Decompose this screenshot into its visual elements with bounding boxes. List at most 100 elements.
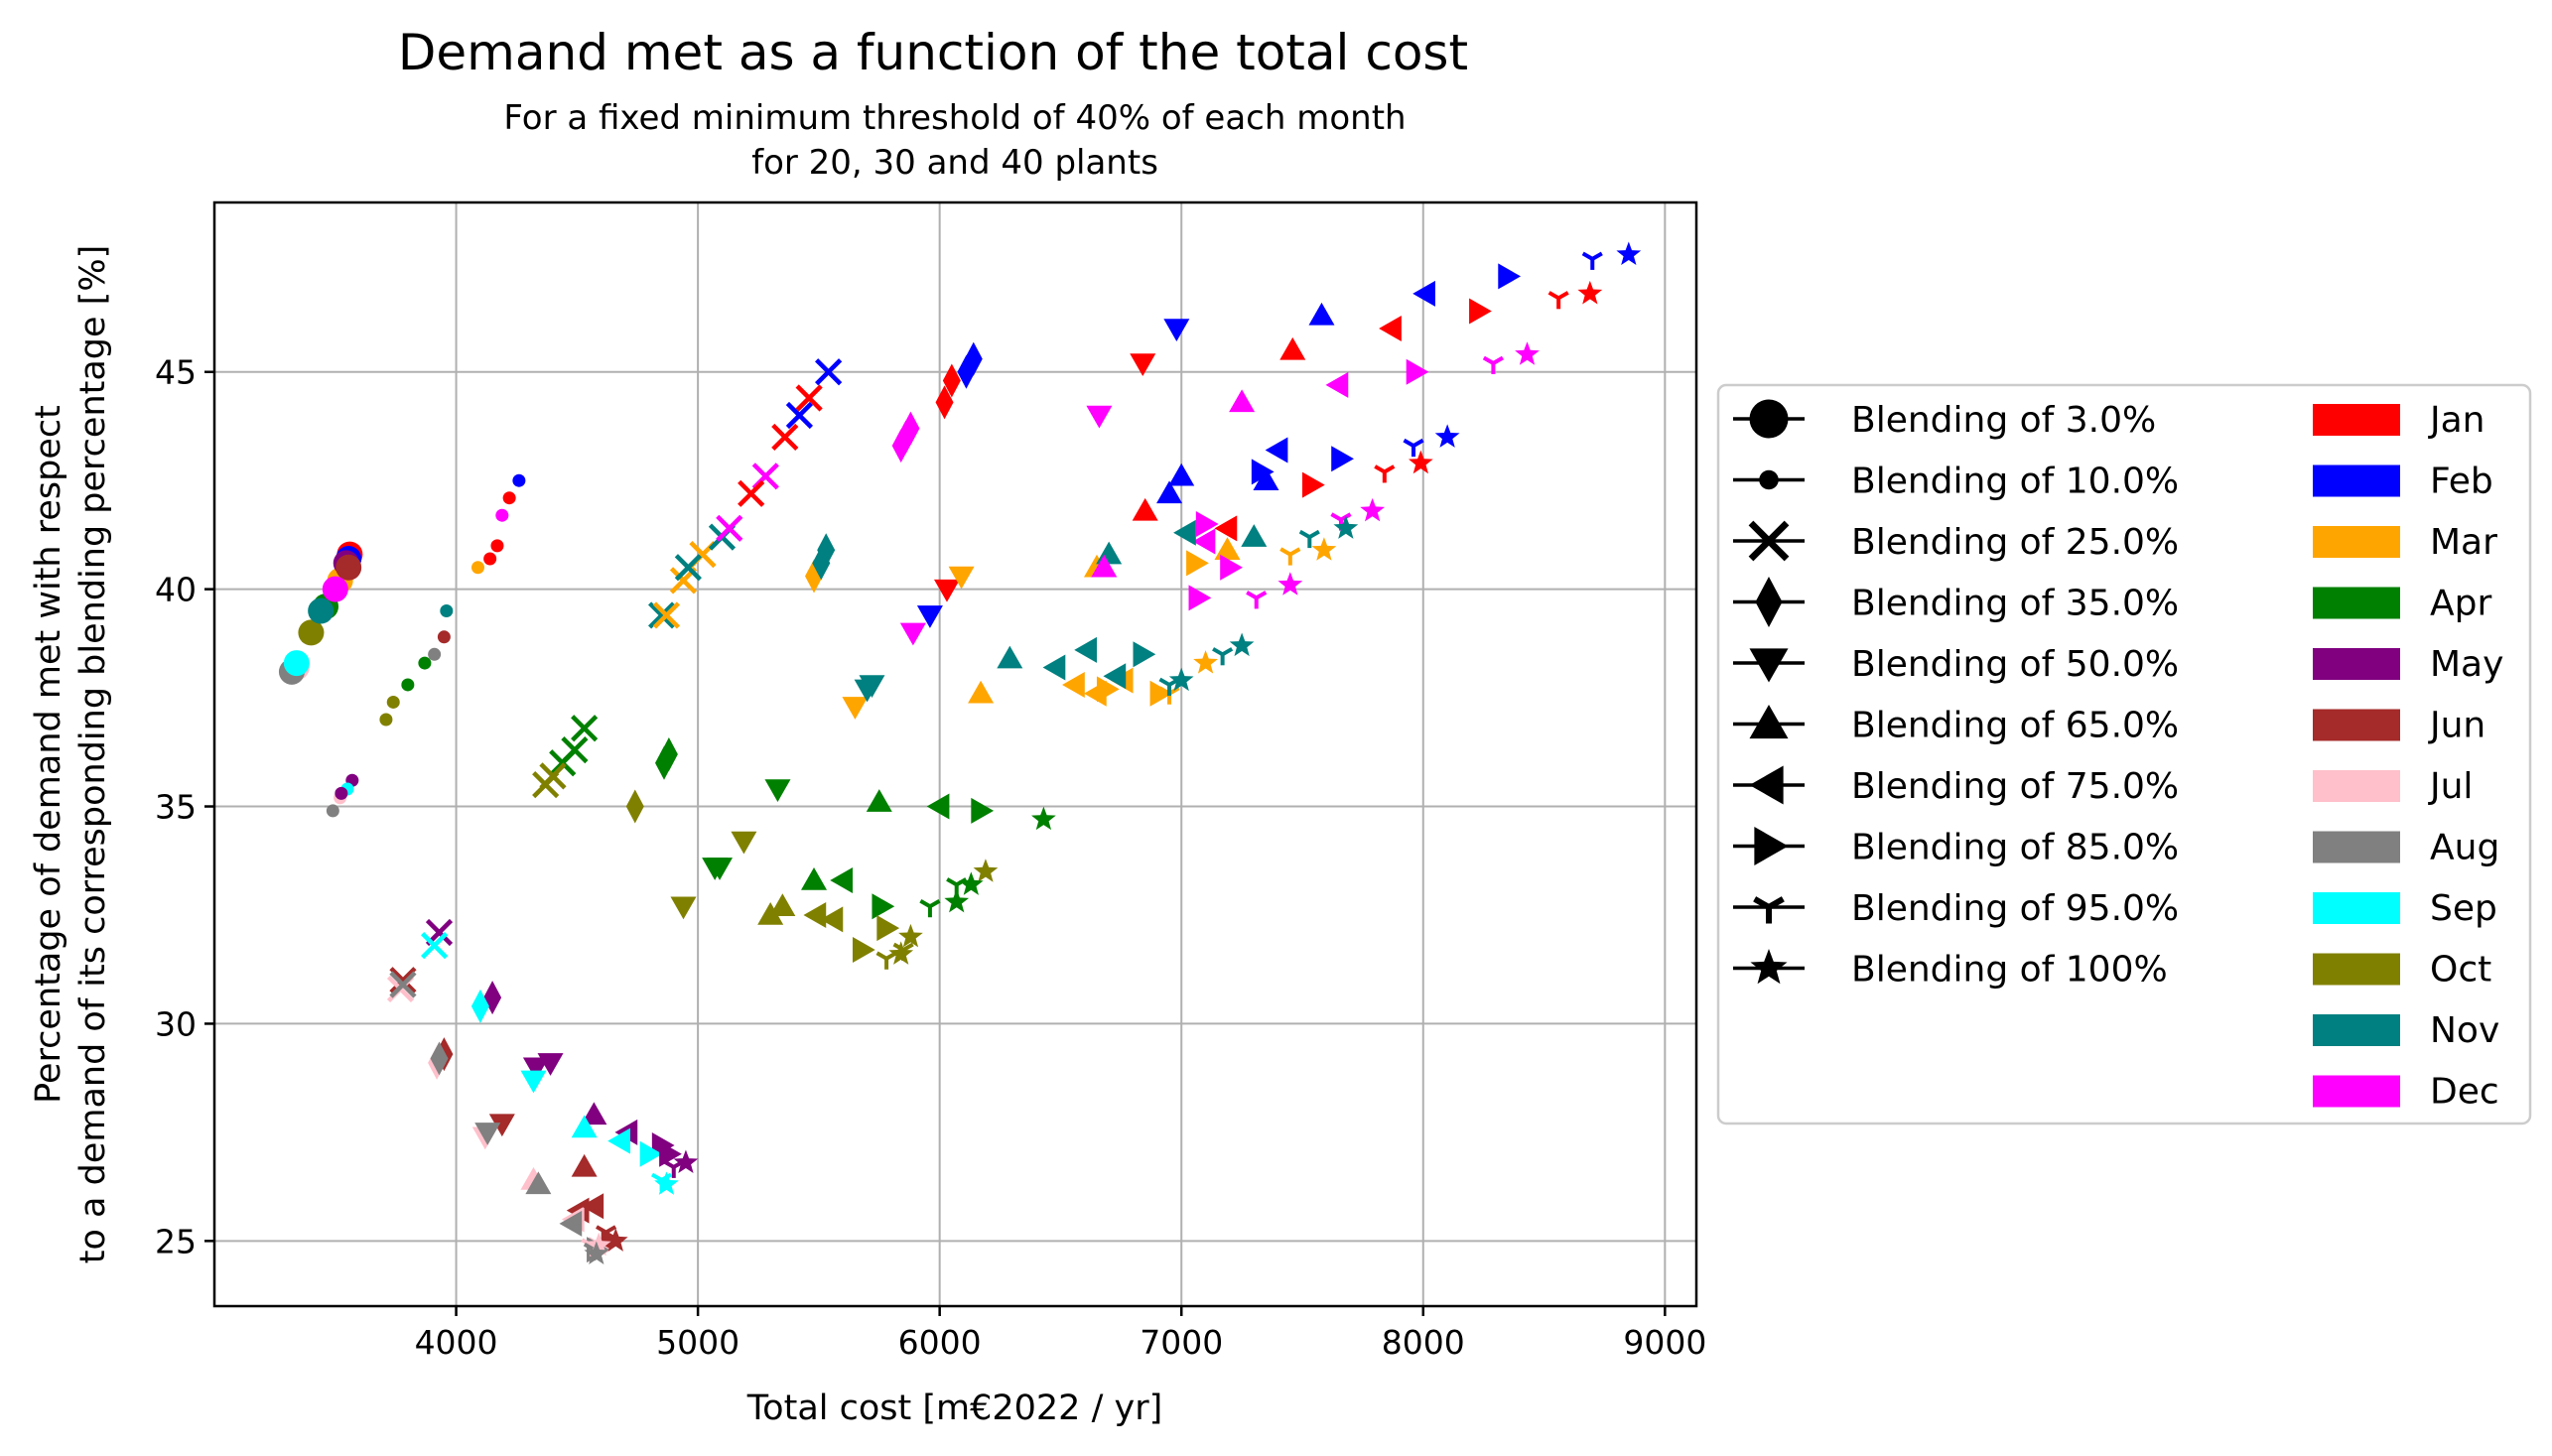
point-blending-8-jan-12 [1374,464,1396,483]
point-blending-1-dec-11 [495,508,509,522]
legend-box [1716,383,2532,1125]
point-blending-9-oct-22 [888,941,914,965]
point-blending-8-apr-3-arm-b [919,898,931,908]
legend-month-swatch-apr [2313,587,2400,619]
point-blending-6-jun-16 [581,1193,604,1220]
point-blending-5-feb-22 [1253,467,1279,490]
x-tick-label-5000: 5000 [656,1323,739,1362]
point-blending-4-may-4 [522,1057,549,1081]
point-blending-0-jun-5 [336,554,362,581]
point-blending-4-apr-3 [764,779,791,803]
point-blending-2-jan-0 [771,423,799,452]
point-blending-4-dec-19 [899,622,926,646]
x-tick-label-7000: 7000 [1140,1323,1223,1362]
point-blending-8-dec-18 [1246,591,1268,609]
point-blending-5-apr-3 [866,789,892,812]
point-blending-8-mar-2-arm-c [1288,547,1301,557]
point-blending-8-dec-11-arm-b [1482,355,1495,365]
point-blending-9-nov-17 [1168,667,1194,692]
point-blending-2-aug-7-stroke-b [389,971,417,998]
point-blending-9-oct-16 [898,923,923,948]
point-blending-2-jun-5 [389,967,417,994]
legend-month-label-feb: Feb [2430,462,2493,502]
point-blending-9-jun-5 [603,1228,628,1252]
legend-blending-label-0: Blending of 3.0% [1851,400,2156,441]
point-blending-2-aug-7 [389,971,417,998]
point-blending-8-feb-1 [1581,251,1603,270]
point-blending-8-feb-1-arm-c [1591,251,1603,261]
chart-subtitle-line-1: For a fixed minimum threshold of 40% of … [503,98,1406,138]
point-blending-3-oct-9 [625,789,644,824]
point-blending-8-may-4-arm-b [663,1159,675,1169]
point-blending-8-aug-7-arm-b [583,1242,596,1252]
legend-blendings: Blending of 3.0% Blending of 10.0% Blendin… [1733,399,2179,991]
point-blending-8-apr-3 [919,898,941,918]
point-blending-0-dec-11 [322,576,348,602]
point-blending-8-oct-9 [875,951,897,970]
point-blending-7-apr-15 [872,893,895,920]
legend-month-swatch-jun [2313,709,2400,741]
point-blending-8-jan-0-arm-c [1557,291,1569,301]
legend-month-label-jun: Jun [2428,706,2485,746]
point-blending-8-feb-1-arm-b [1581,251,1594,261]
point-blending-4-oct-17 [731,831,757,855]
legend-blending-marker-8-arm-b [1753,896,1771,910]
point-blending-7-may-16 [659,1140,682,1167]
point-blending-5-oct-9 [757,901,784,925]
legend-blending-label-4: Blending of 50.0% [1851,644,2179,685]
point-blending-4-feb-13 [916,605,943,628]
point-blending-8-feb-13-arm-b [1403,438,1415,448]
legend-blending-marker-9 [1750,949,1788,985]
legend-month-label-dec: Dec [2430,1072,2499,1113]
point-blending-5-jan-12 [1132,497,1158,521]
point-blending-8-jan-0 [1547,291,1569,310]
legend-month-label-nov: Nov [2430,1010,2499,1051]
point-blending-7-mar-2 [1149,680,1173,707]
point-blending-2-jan-12 [795,384,823,412]
point-blending-9-aug-7 [584,1241,609,1264]
legend-blending-marker-3 [1755,577,1783,627]
point-blending-8-nov-17-arm-b [1158,677,1171,687]
point-blending-1-oct-9 [379,713,393,727]
legend-month-label-aug: Aug [2430,828,2499,868]
legend-month-swatch-sep [2313,892,2400,924]
legend-blending-marker-4 [1749,648,1789,683]
point-blending-1-apr-3 [401,678,415,692]
point-blending-2-jun-5-stroke-b [389,967,417,994]
point-blending-5-mar-20 [1214,537,1241,560]
point-blending-8-jun-5-arm-b [595,1225,607,1235]
point-blending-5-sep-8 [571,1115,598,1138]
point-blending-8-nov-19-arm-b [1298,529,1311,539]
point-blending-6-jan-0 [1379,315,1402,341]
legend-month-label-jan: Jan [2428,400,2485,441]
point-blending-8-dec-20-arm-b [1330,512,1342,522]
y-axis-label-line-2: to a demand of its corresponding blendin… [73,245,113,1263]
point-blending-2-nov-22-stroke-b [674,554,702,582]
legend-month-swatch-feb [2313,464,2400,497]
point-blending-8-feb-13 [1403,438,1424,458]
point-blending-5-dec-11 [1229,389,1256,413]
point-blending-6-nov-18 [1042,654,1066,681]
point-blending-5-oct-16 [769,893,796,916]
point-blending-2-apr-3-stroke-b [571,715,599,742]
point-blending-3-nov-14 [812,546,831,581]
point-blending-2-feb-13-stroke-b [785,401,813,430]
point-blending-9-apr-15 [958,871,984,895]
point-blending-6-apr-15 [830,866,853,893]
point-blending-9-jan-0 [1577,280,1603,305]
legend: Blending of 3.0% Blending of 10.0% Blendin… [1716,383,2532,1125]
point-blending-1-jan-16 [483,552,497,566]
legend-blending-label-8: Blending of 95.0% [1851,888,2179,929]
point-blending-8-jan-12-arm-c [1383,464,1396,474]
point-blending-8-nov-10-arm-b [1212,647,1224,657]
x-tick-label-8000: 8000 [1382,1323,1465,1362]
point-blending-1-mar-2 [470,561,484,575]
legend-month-swatch-jul [2313,770,2400,802]
point-blending-6-feb-13 [1265,437,1288,463]
point-blending-2-sep-8 [421,932,449,960]
x-tick-label-9000: 9000 [1623,1323,1706,1362]
point-blending-2-feb-13 [785,401,813,430]
point-blending-9-jan-12 [1408,450,1433,474]
point-blending-7-feb-1 [1498,263,1522,290]
